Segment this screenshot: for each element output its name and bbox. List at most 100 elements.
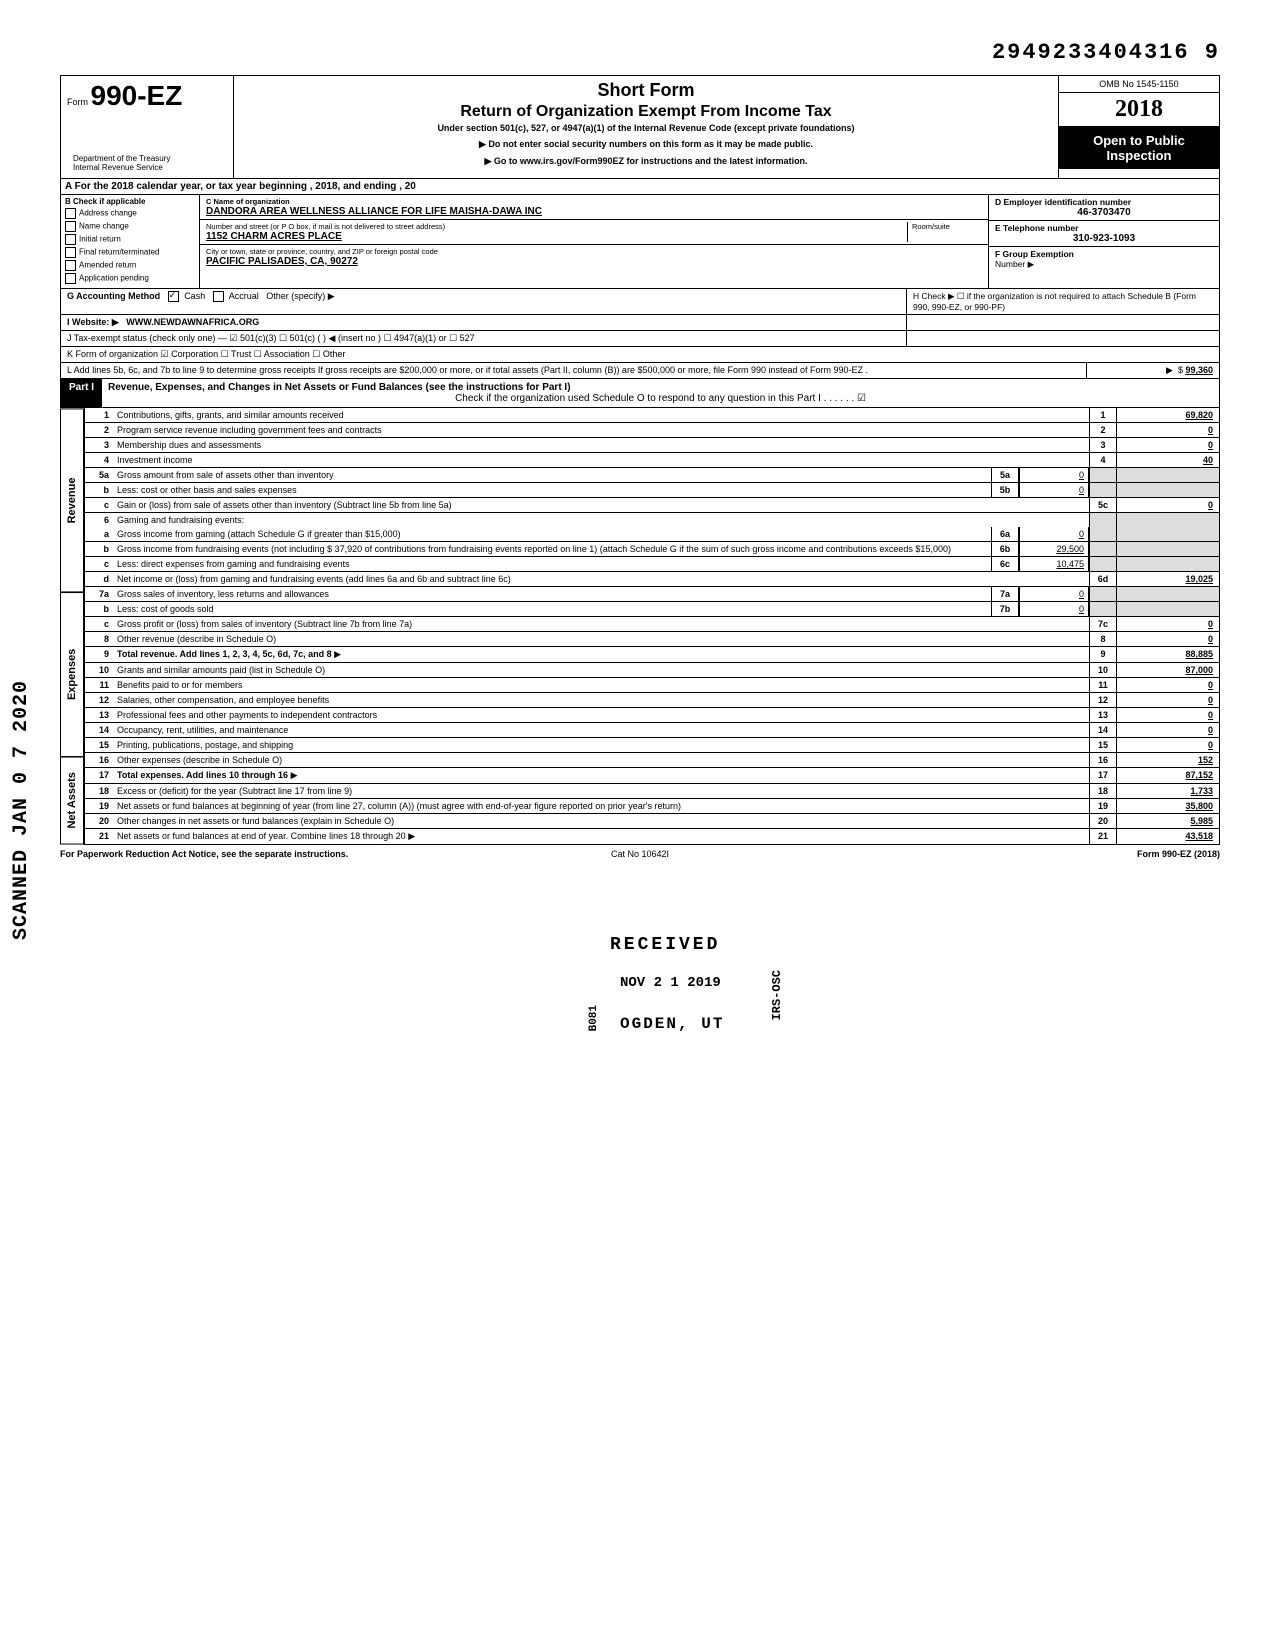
lbl-cash: Cash (184, 291, 205, 301)
line17-amount: 87,152 (1116, 768, 1219, 783)
line15-num: 15 (85, 738, 113, 752)
line6a-shade2 (1116, 527, 1219, 541)
line5a-text: Gross amount from sale of assets other t… (113, 468, 991, 482)
lbl-other-method: Other (specify) ▶ (266, 291, 334, 301)
form-prefix: Form (67, 97, 88, 107)
lbl-application-pending: Application pending (79, 274, 149, 283)
line10-text: Grants and similar amounts paid (list in… (113, 663, 1089, 677)
line5a-shade2 (1116, 468, 1219, 482)
open-public-badge: Open to Public Inspection (1059, 127, 1219, 169)
line14-col-num: 14 (1089, 723, 1116, 737)
chk-address-change[interactable] (65, 208, 76, 219)
line6d-num: d (85, 572, 113, 586)
line5a-boxamt: 0 (1019, 468, 1089, 482)
line6d-amount: 19,025 (1116, 572, 1219, 586)
line2-num: 2 (85, 423, 113, 437)
line18-num: 18 (85, 784, 113, 798)
line17-num: 17 (85, 768, 113, 783)
lbl-initial-return: Initial return (79, 235, 121, 244)
line13-num: 13 (85, 708, 113, 722)
room-label: Room/suite (912, 222, 982, 231)
line21-col-num: 21 (1089, 829, 1116, 844)
line12-col-num: 12 (1089, 693, 1116, 707)
line6a-shade (1089, 527, 1116, 541)
line6c-boxamt: 10,475 (1019, 557, 1089, 571)
row-k-org-form: K Form of organization ☑ Corporation ☐ T… (60, 347, 1220, 363)
line3-amount: 0 (1116, 438, 1219, 452)
financial-grid: Revenue Expenses Net Assets 1Contributio… (60, 408, 1220, 845)
row-a-text: A For the 2018 calendar year, or tax yea… (61, 179, 1219, 194)
chk-name-change[interactable] (65, 221, 76, 232)
line7a-box: 7a (991, 587, 1019, 601)
line6a-box: 6a (991, 527, 1019, 541)
part1-badge: Part I (61, 379, 102, 407)
ein-label: D Employer identification number (995, 197, 1213, 207)
chk-initial-return[interactable] (65, 234, 76, 245)
line2-text: Program service revenue including govern… (113, 423, 1089, 437)
tax-year: 2018 (1115, 96, 1163, 122)
line5b-boxamt: 0 (1019, 483, 1089, 497)
note-ssn: ▶ Do not enter social security numbers o… (244, 139, 1048, 150)
lbl-amended-return: Amended return (79, 261, 136, 270)
line6b-shade2 (1116, 542, 1219, 556)
line7b-boxamt: 0 (1019, 602, 1089, 616)
line5a-shade (1089, 468, 1116, 482)
section-d-e-f: D Employer identification number 46-3703… (989, 195, 1219, 288)
line5b-shade2 (1116, 483, 1219, 497)
line11-num: 11 (85, 678, 113, 692)
phone-label: E Telephone number (995, 223, 1213, 233)
line7c-col-num: 7c (1089, 617, 1116, 631)
line6a-boxamt: 0 (1019, 527, 1089, 541)
line1-text: Contributions, gifts, grants, and simila… (113, 408, 1089, 422)
chk-final-return[interactable] (65, 247, 76, 258)
line21-text: Net assets or fund balances at end of ye… (117, 831, 406, 841)
row-a-tax-year: A For the 2018 calendar year, or tax yea… (60, 179, 1220, 195)
line7c-num: c (85, 617, 113, 631)
line4-col-num: 4 (1089, 453, 1116, 467)
line8-col-num: 8 (1089, 632, 1116, 646)
line9-amount: 88,885 (1116, 647, 1219, 662)
line15-amount: 0 (1116, 738, 1219, 752)
row-l-text: L Add lines 5b, 6c, and 7b to line 9 to … (61, 363, 1086, 378)
form-header: Form 990-EZ Department of the Treasury I… (60, 75, 1220, 179)
line14-num: 14 (85, 723, 113, 737)
chk-accrual[interactable] (213, 291, 224, 302)
stamp-received: RECEIVED (610, 935, 720, 955)
org-address: 1152 CHARM ACRES PLACE (206, 231, 907, 242)
line17-col-num: 17 (1089, 768, 1116, 783)
chk-cash[interactable] (168, 291, 179, 302)
line3-col-num: 3 (1089, 438, 1116, 452)
line19-amount: 35,800 (1116, 799, 1219, 813)
line6-num: 6 (85, 513, 113, 527)
line17-text: Total expenses. Add lines 10 through 16 (117, 770, 288, 780)
line5c-amount: 0 (1116, 498, 1219, 512)
group-exempt-number-label: Number ▶ (995, 259, 1034, 269)
line10-num: 10 (85, 663, 113, 677)
org-name-label: C Name of organization (206, 197, 982, 206)
lbl-name-change: Name change (79, 222, 129, 231)
line20-num: 20 (85, 814, 113, 828)
footer-catno: Cat No 10642I (447, 849, 834, 859)
line5c-num: c (85, 498, 113, 512)
title-return: Return of Organization Exempt From Incom… (244, 103, 1048, 121)
line14-amount: 0 (1116, 723, 1219, 737)
line21-amount: 43,518 (1116, 829, 1219, 844)
side-label-netassets: Net Assets (60, 757, 84, 845)
line11-col-num: 11 (1089, 678, 1116, 692)
line19-num: 19 (85, 799, 113, 813)
line6-shade2 (1116, 513, 1219, 527)
omb-number: OMB No 1545-1150 (1059, 76, 1219, 93)
row-l-gross-receipts: L Add lines 5b, 6c, and 7b to line 9 to … (60, 363, 1220, 379)
line6b-num: b (85, 542, 113, 556)
line3-text: Membership dues and assessments (113, 438, 1089, 452)
chk-amended-return[interactable] (65, 260, 76, 271)
line16-num: 16 (85, 753, 113, 767)
group-exempt-label: F Group Exemption (995, 249, 1074, 259)
line21-num: 21 (85, 829, 113, 844)
chk-application-pending[interactable] (65, 273, 76, 284)
line3-num: 3 (85, 438, 113, 452)
line4-text: Investment income (113, 453, 1089, 467)
line6b-shade (1089, 542, 1116, 556)
org-city: PACIFIC PALISADES, CA, 90272 (206, 256, 982, 267)
line13-col-num: 13 (1089, 708, 1116, 722)
